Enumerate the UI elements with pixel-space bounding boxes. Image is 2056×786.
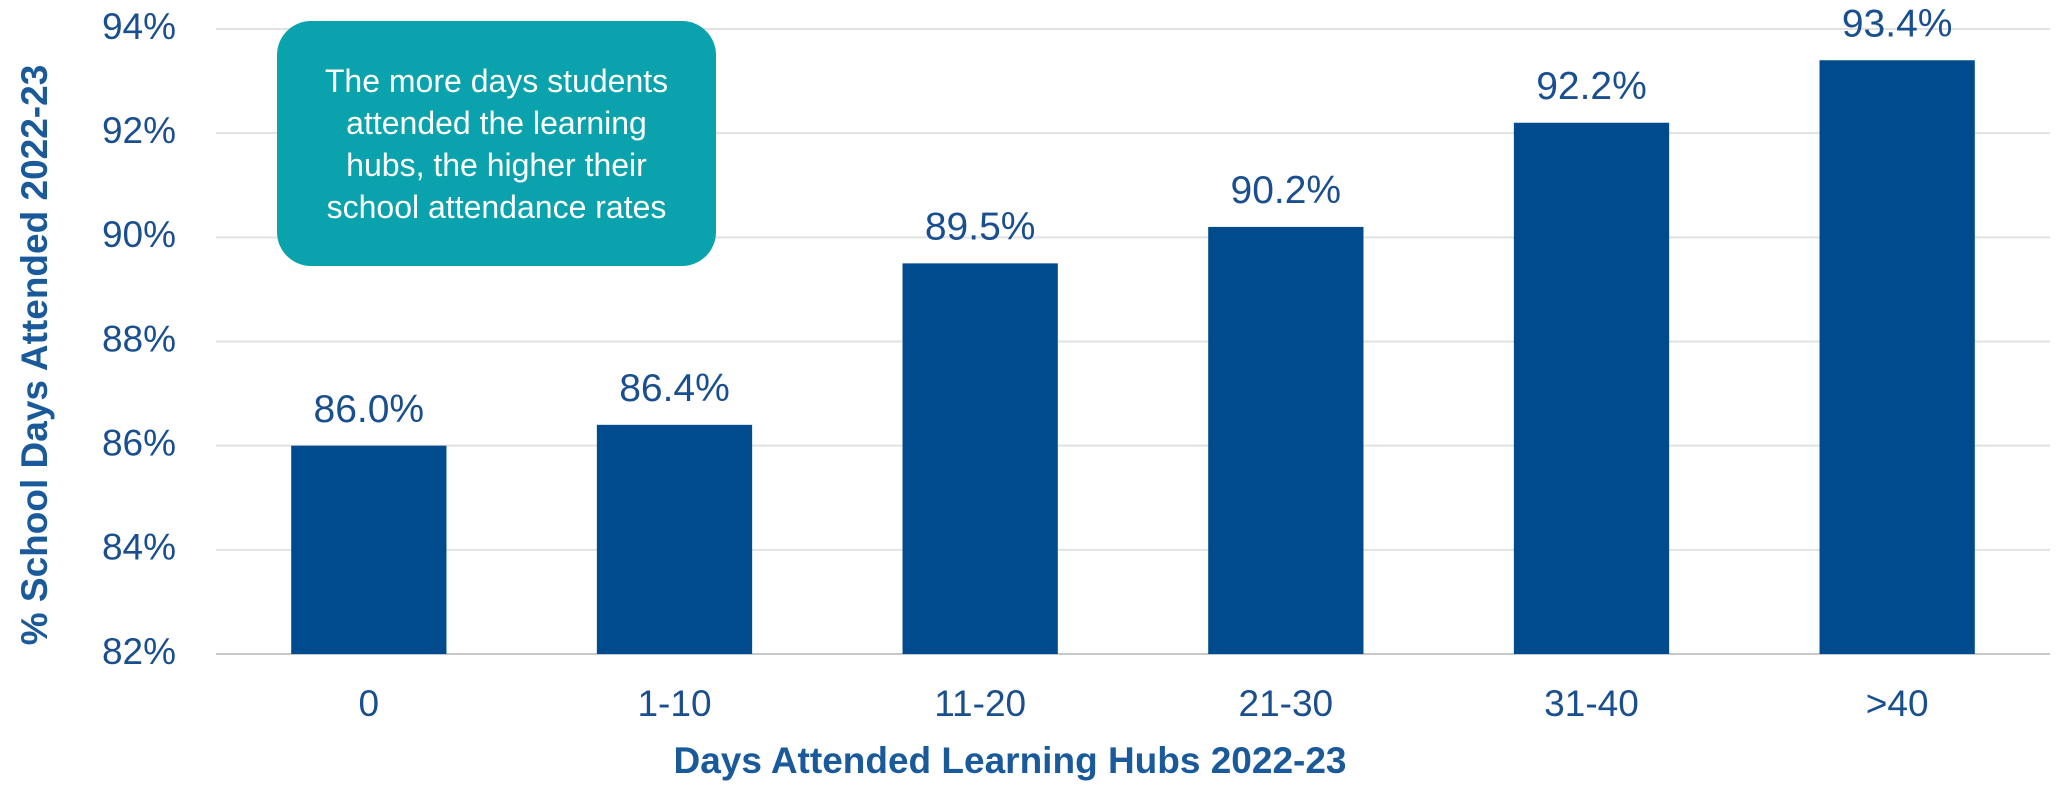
x-tick-label: 11-20 (934, 683, 1026, 724)
y-tick-label: 86% (102, 422, 176, 463)
x-tick-label: 21-30 (1239, 683, 1334, 724)
y-axis-title: % School Days Attended 2022-23 (14, 65, 55, 646)
value-label: 86.0% (314, 388, 425, 431)
value-label: 90.2% (1231, 169, 1342, 212)
bar (596, 424, 753, 654)
value-label: 92.2% (1536, 65, 1647, 108)
y-tick-label: 94% (102, 6, 176, 47)
x-tick-label: 1-10 (637, 683, 711, 724)
y-tick-label: 88% (102, 318, 176, 359)
annotation: The more days students attended the lear… (277, 21, 716, 266)
bar (1819, 60, 1975, 654)
bar (1208, 226, 1364, 654)
y-tick-label: 90% (102, 214, 176, 255)
x-tick-label: 0 (359, 683, 380, 724)
bar (902, 263, 1058, 654)
y-tick-label: 84% (102, 527, 176, 568)
value-label: 86.4% (619, 367, 730, 410)
x-axis-title: Days Attended Learning Hubs 2022-23 (673, 740, 1346, 781)
bar (291, 445, 447, 654)
x-tick-label: 31-40 (1544, 683, 1639, 724)
y-tick-label: 92% (102, 110, 176, 151)
value-label: 89.5% (925, 206, 1036, 249)
bar (1513, 122, 1670, 654)
x-tick-label: >40 (1866, 683, 1929, 724)
y-tick-label: 82% (102, 631, 176, 672)
value-label: 93.4% (1842, 3, 1953, 46)
